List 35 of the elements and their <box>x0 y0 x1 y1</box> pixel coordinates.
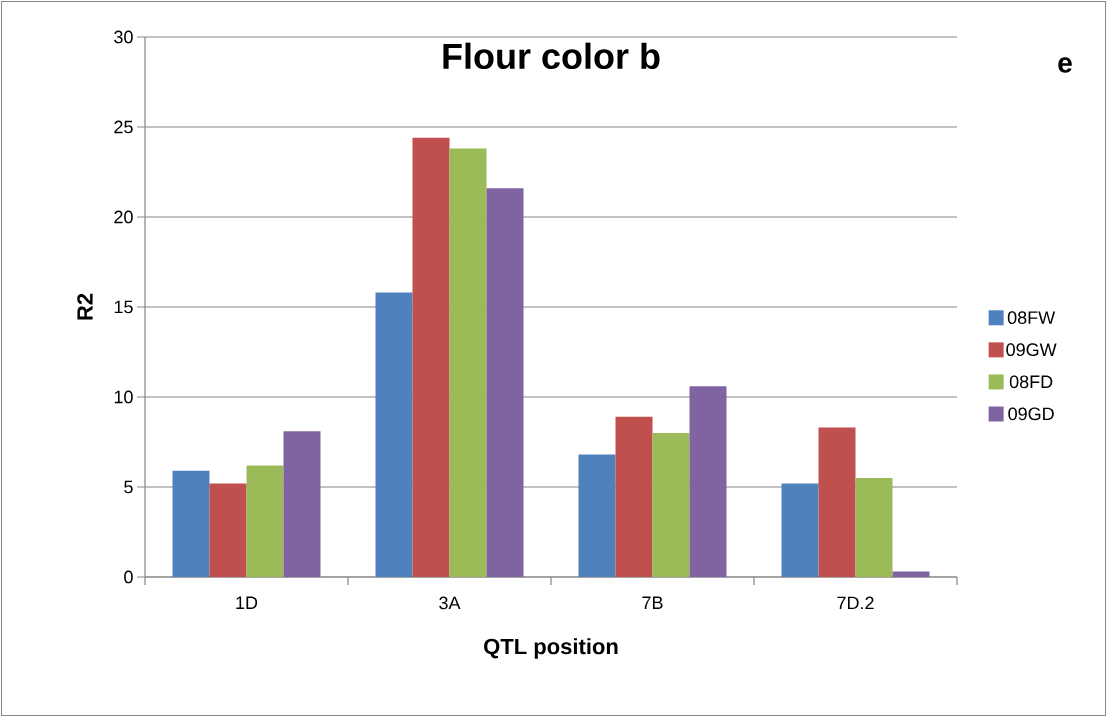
y-tick-label: 30 <box>114 30 133 44</box>
bar <box>449 148 487 577</box>
bar <box>818 427 856 577</box>
bar <box>615 416 653 577</box>
bar <box>209 483 247 577</box>
x-tick-label: 3A <box>439 596 461 610</box>
y-tick-label: 10 <box>114 390 133 404</box>
x-tick-label: 1D <box>236 596 258 609</box>
y-tick-label: 20 <box>114 210 133 224</box>
legend-label: 08FD <box>1009 375 1053 389</box>
bar <box>486 188 524 577</box>
y-tick-label: 5 <box>124 480 133 494</box>
bar <box>246 465 284 577</box>
x-tick-label: 7B <box>642 596 663 609</box>
bar <box>412 137 450 577</box>
bar <box>172 470 210 577</box>
x-axis-title: QTL position <box>484 638 618 659</box>
bar <box>855 478 893 577</box>
y-tick-label: 0 <box>124 570 133 584</box>
bar <box>578 454 616 577</box>
y-tick-label: 15 <box>114 300 133 314</box>
chart-title: Flour color b <box>443 42 660 70</box>
bar <box>375 292 413 577</box>
bar <box>283 431 321 577</box>
bar <box>689 386 727 577</box>
y-tick-label: 25 <box>114 120 133 134</box>
x-tick-label: 7D.2 <box>837 596 874 610</box>
legend-label: 09GW <box>1006 343 1057 357</box>
legend-label: 08FW <box>1007 311 1056 324</box>
text: e <box>1058 57 1072 73</box>
bar <box>892 571 930 577</box>
y-axis-title: R2 <box>77 293 93 320</box>
bar <box>652 433 690 577</box>
bar <box>781 483 819 577</box>
legend-label: 09GD <box>1008 407 1054 421</box>
